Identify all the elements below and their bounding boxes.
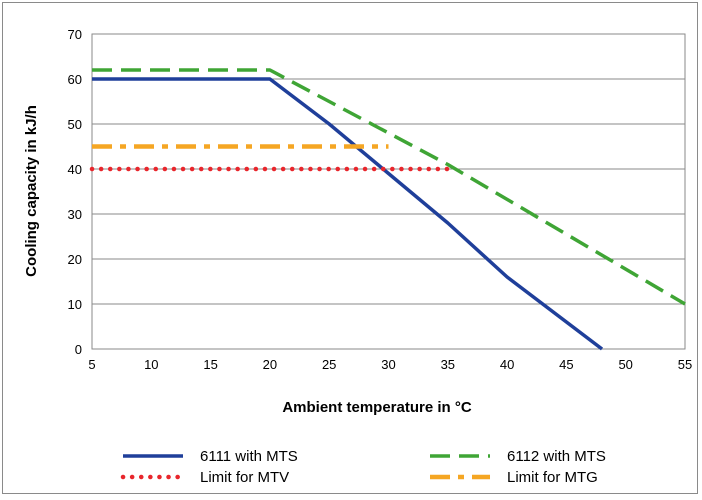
- y-tick-label: 30: [68, 207, 82, 222]
- x-tick-label: 35: [441, 357, 455, 372]
- x-tick-label: 40: [500, 357, 514, 372]
- legend-label-1: 6111 with MTS: [200, 448, 298, 465]
- legend-label-3: Limit for MTV: [200, 469, 289, 486]
- y-tick-labels: 0 10 20 30 40 50 60 70: [68, 27, 82, 357]
- x-tick-label: 30: [381, 357, 395, 372]
- y-tick-label: 50: [68, 117, 82, 132]
- x-tick-label: 10: [144, 357, 158, 372]
- legend: 6111 with MTS 6112 with MTS Limit for MTV L…: [120, 448, 606, 486]
- series-line-1: [92, 77, 604, 351]
- series-line-2: [92, 68, 686, 306]
- series-lines: [89, 68, 686, 351]
- legend-label-4: Limit for MTG: [507, 469, 598, 486]
- y-tick-label: 40: [68, 162, 82, 177]
- x-tick-label: 25: [322, 357, 336, 372]
- x-tick-label: 5: [88, 357, 95, 372]
- y-axis-title: Cooling capacity in kJ/h: [23, 105, 40, 277]
- x-tick-label: 50: [618, 357, 632, 372]
- y-tick-label: 10: [68, 297, 82, 312]
- chart-frame: 5 10 15 20 25 30 35 40 45 50 55 0 10 20 30 40 50 60 70 Am…: [2, 2, 698, 494]
- x-axis-title: Ambient temperature in °C: [282, 399, 472, 416]
- y-tick-label: 70: [68, 27, 82, 42]
- x-tick-label: 55: [678, 357, 692, 372]
- x-tick-label: 20: [263, 357, 277, 372]
- line-chart: 5 10 15 20 25 30 35 40 45 50 55 0 10 20 30 40 50 60 70 Am…: [23, 27, 692, 486]
- y-tick-label: 20: [68, 252, 82, 267]
- y-tick-label: 60: [68, 72, 82, 87]
- x-tick-label: 45: [559, 357, 573, 372]
- legend-label-2: 6112 with MTS: [507, 448, 606, 465]
- y-tick-label: 0: [75, 342, 82, 357]
- x-tick-label: 15: [203, 357, 217, 372]
- plot-area: [91, 33, 686, 350]
- x-tick-labels: 5 10 15 20 25 30 35 40 45 50 55: [88, 357, 692, 372]
